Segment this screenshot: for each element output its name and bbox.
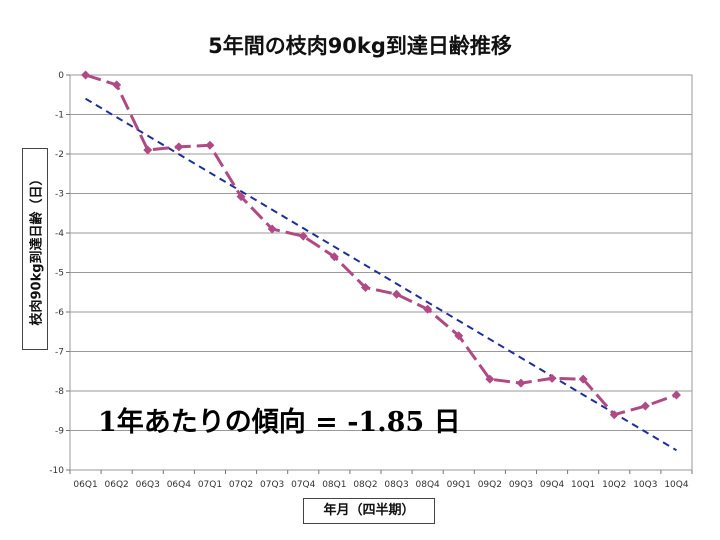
y-axis-label-box: 枝肉90kg到達日齢（日） <box>22 148 48 350</box>
chart-title: 5年間の枝肉90kg到達日齢推移 <box>208 34 512 58</box>
y-tick-label: -8 <box>55 387 64 397</box>
data-point-marker <box>236 192 246 202</box>
x-tick-label: 06Q2 <box>105 480 129 490</box>
x-tick-label: 09Q4 <box>540 480 565 490</box>
x-tick-label: 10Q1 <box>571 480 595 490</box>
x-tick-label: 09Q3 <box>509 480 533 490</box>
y-tick-label: -4 <box>55 229 64 239</box>
data-point-marker <box>671 390 681 400</box>
y-tick-label: 0 <box>58 71 64 81</box>
series-line <box>85 73 677 417</box>
y-axis-label: 枝肉90kg到達日齢（日） <box>29 172 45 326</box>
data-point-marker <box>578 374 588 384</box>
y-tick-label: -7 <box>55 348 64 358</box>
y-tick-label: -10 <box>49 466 64 476</box>
data-point-marker <box>360 283 370 293</box>
data-point-marker <box>298 231 308 241</box>
data-point-marker <box>112 80 122 90</box>
x-axis-label: 年月（四半期） <box>303 498 435 524</box>
x-tick-label: 06Q1 <box>73 480 97 490</box>
data-point-marker <box>329 252 339 262</box>
data-point-marker <box>205 140 215 150</box>
data-point-marker <box>143 145 153 155</box>
slope-annotation: 1年あたりの傾向 = -1.85 日 <box>98 407 461 438</box>
data-point-marker <box>174 142 184 152</box>
x-tick-label: 10Q4 <box>664 480 689 490</box>
x-tick-label: 08Q4 <box>416 480 441 490</box>
x-tick-label: 06Q3 <box>136 480 160 490</box>
y-axis-ticks: 0 -1 -2 -3 -4 -5 -6 -7 -8 -9 -10 <box>49 71 70 476</box>
x-tick-label: 08Q2 <box>353 480 377 490</box>
y-tick-label: -6 <box>55 308 64 318</box>
x-axis-ticks: 06Q1 06Q2 06Q3 06Q4 07Q1 07Q2 07Q3 07Q4 08Q1 08Q2… <box>69 470 693 490</box>
trendline-group <box>85 97 677 452</box>
y-tick-label: -3 <box>55 190 64 200</box>
series-group <box>81 70 681 420</box>
y-tick-label: -5 <box>55 269 64 279</box>
x-tick-label: 10Q3 <box>633 480 657 490</box>
x-tick-label: 07Q3 <box>260 480 284 490</box>
x-tick-label: 08Q1 <box>322 480 346 490</box>
y-tick-label: -1 <box>55 111 64 121</box>
x-tick-label: 10Q2 <box>602 480 626 490</box>
x-tick-label: 07Q2 <box>229 480 253 490</box>
x-tick-label: 08Q3 <box>384 480 408 490</box>
data-point-marker <box>516 378 526 388</box>
y-tick-label: -9 <box>55 427 64 437</box>
y-tick-label: -2 <box>55 150 64 160</box>
data-point-marker <box>81 70 91 80</box>
x-tick-label: 07Q1 <box>198 480 222 490</box>
x-tick-label: 07Q4 <box>291 480 316 490</box>
data-point-marker <box>454 331 464 341</box>
trendline <box>85 97 677 452</box>
data-point-marker <box>640 401 650 411</box>
data-point-marker <box>423 304 433 314</box>
x-tick-label: 06Q4 <box>167 480 192 490</box>
x-tick-label: 09Q1 <box>447 480 471 490</box>
x-tick-label: 09Q2 <box>478 480 502 490</box>
data-point-marker <box>609 410 619 420</box>
data-point-marker <box>547 373 557 383</box>
data-point-marker <box>485 374 495 384</box>
data-point-marker <box>267 224 277 234</box>
data-point-marker <box>392 289 402 299</box>
